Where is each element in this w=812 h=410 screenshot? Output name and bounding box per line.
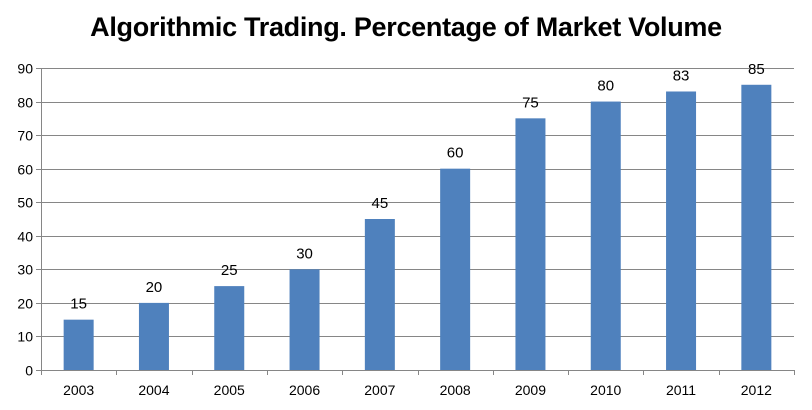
x-tick-label: 2004 xyxy=(138,382,169,398)
y-tick-label: 70 xyxy=(17,128,33,144)
bars: 15 20 25 30 45 60 75 80 83 85 xyxy=(63,61,772,371)
data-label: 15 xyxy=(70,296,87,313)
x-axis: 2003 2004 2005 2006 2007 2008 2009 2010 2011 2012 xyxy=(41,370,795,398)
data-label: 60 xyxy=(447,145,464,162)
bar xyxy=(364,219,395,370)
bar xyxy=(138,302,169,370)
bar xyxy=(590,101,621,371)
data-label: 25 xyxy=(221,262,238,279)
bar xyxy=(666,91,697,370)
chart-title: Algorithmic Trading. Percentage of Marke… xyxy=(90,12,722,42)
x-tick-label: 2008 xyxy=(440,382,471,398)
data-label: 45 xyxy=(372,195,389,212)
y-axis: 0 10 20 30 40 50 60 70 80 90 xyxy=(17,61,42,379)
x-tick-label: 2011 xyxy=(666,382,696,398)
y-tick-label: 50 xyxy=(17,195,33,211)
y-tick-label: 60 xyxy=(17,162,33,178)
y-tick-label: 30 xyxy=(17,262,33,278)
y-tick-label: 10 xyxy=(17,329,33,345)
bar xyxy=(289,269,320,370)
data-label: 80 xyxy=(597,78,614,95)
x-tick-label: 2005 xyxy=(214,382,245,398)
y-tick-label: 90 xyxy=(17,61,33,77)
data-label: 83 xyxy=(673,67,690,84)
bar xyxy=(440,168,471,370)
bar xyxy=(515,118,546,370)
x-tick-label: 2007 xyxy=(364,382,395,398)
y-tick-label: 20 xyxy=(17,296,33,312)
x-tick-label: 2009 xyxy=(515,382,546,398)
x-tick-label: 2006 xyxy=(289,382,320,398)
x-tick-label: 2003 xyxy=(63,382,94,398)
bar xyxy=(741,84,772,371)
x-tick-label: 2012 xyxy=(741,382,772,398)
y-tick-label: 40 xyxy=(17,229,33,245)
data-label: 85 xyxy=(748,61,765,78)
x-tick-label: 2010 xyxy=(590,382,621,398)
bar xyxy=(214,286,245,370)
y-tick-label: 0 xyxy=(25,363,33,379)
bar xyxy=(63,319,94,370)
data-label: 30 xyxy=(296,245,313,262)
data-label: 20 xyxy=(146,279,163,296)
y-tick-label: 80 xyxy=(17,95,33,111)
data-label: 75 xyxy=(522,94,539,111)
